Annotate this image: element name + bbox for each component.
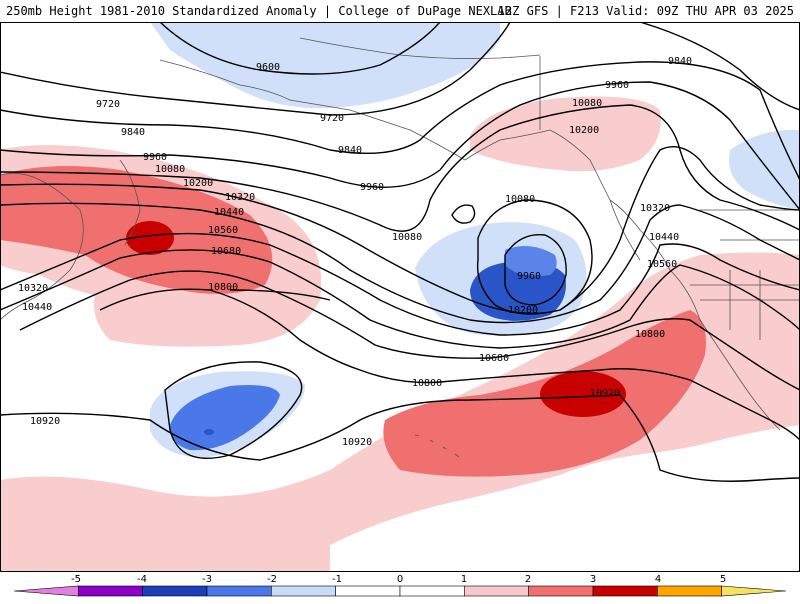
contour-label: 10200 (183, 178, 213, 189)
contour-label: 10800 (208, 282, 238, 293)
positive-anomaly-southeast-max (540, 371, 626, 417)
asia-coast (0, 172, 84, 321)
contour-label: 10080 (572, 98, 602, 109)
colorbar-swatches (13, 585, 787, 597)
anomaly-map: 9600 9720 9720 9840 9840 9840 9960 9960 … (0, 22, 800, 572)
contour-label: 9840 (338, 145, 362, 156)
contour-label: 10080 (155, 164, 185, 175)
contour-small-loop (451, 204, 476, 224)
contour-label: 10320 (225, 192, 255, 203)
colorbar-swatch (399, 585, 465, 597)
contour-label: 9720 (320, 113, 344, 124)
contour-labels: 9600 9720 9720 9840 9840 9840 9960 9960 … (18, 56, 692, 448)
contour-label: 10440 (22, 302, 52, 313)
contour-10080 (0, 104, 800, 232)
negative-anomaly-southwest-dot (204, 429, 214, 435)
colorbar-swatch (335, 585, 401, 597)
colorbar-tick-label: 4 (655, 574, 661, 585)
contour-label: 10560 (647, 259, 677, 270)
colorbar-tick-label: 3 (590, 574, 596, 585)
contour-label: 10560 (208, 225, 238, 236)
hawaii-islands (414, 434, 460, 458)
colorbar-swatch (13, 585, 79, 597)
contour-9960-loop (504, 233, 567, 306)
contour-label: 10440 (214, 207, 244, 218)
colorbar-tick-label: 5 (720, 574, 726, 585)
contour-label: 9600 (256, 62, 280, 73)
contour-label: 10800 (635, 329, 665, 340)
colorbar-tick-label: 1 (461, 574, 467, 585)
contour-label: 10680 (479, 353, 509, 364)
colorbar-tick-label: -5 (71, 574, 81, 585)
contour-9600 (159, 22, 441, 75)
model-run-info: 12Z GFS | F213 Valid: 09Z THU APR 03 202… (497, 4, 794, 18)
colorbar-swatch (206, 585, 272, 597)
colorbar-swatch (142, 585, 208, 597)
colorbar-tick-label: -4 (137, 574, 147, 585)
colorbar-tick-label: -1 (332, 574, 342, 585)
contour-9720-west (0, 22, 511, 116)
contour-10440 (0, 232, 800, 336)
contour-label: 9840 (668, 56, 692, 67)
contour-10560 (0, 249, 800, 349)
contour-label: 10800 (412, 378, 442, 389)
contour-9840 (0, 61, 800, 181)
colorbar-tick-label: -2 (267, 574, 277, 585)
contour-label: 10320 (18, 283, 48, 294)
canada-coast (609, 199, 781, 431)
colorbar-swatch (592, 585, 658, 597)
colorbar-swatch (271, 585, 336, 597)
contour-label: 9960 (605, 80, 629, 91)
colorbar-swatch (657, 585, 722, 597)
anomaly-colorbar: -5 -4 -3 -2 -1 0 1 2 3 4 5 (0, 572, 800, 600)
colorbar-swatch (721, 585, 787, 597)
contour-10800 (99, 288, 800, 441)
alaska-north-coast (299, 37, 541, 59)
negative-anomaly-north (150, 22, 500, 109)
map-header: 250mb Height 1981-2010 Standardized Anom… (0, 0, 800, 22)
contour-10680 (19, 270, 800, 391)
contour-label: 9840 (121, 127, 145, 138)
contour-label: 10200 (508, 305, 538, 316)
positive-anomaly-alaska (470, 96, 661, 172)
colorbar-swatch (78, 585, 143, 597)
map-title: 250mb Height 1981-2010 Standardized Anom… (6, 4, 512, 18)
negative-anomaly-low-core (470, 261, 566, 321)
negative-anomaly-southwest-core (170, 385, 280, 451)
kamchatka-coast (119, 159, 141, 246)
alaska-coast (159, 59, 641, 261)
colorbar-swatch (528, 585, 594, 597)
colorbar-swatch (464, 585, 529, 597)
colorbar-tick-labels: -5 -4 -3 -2 -1 0 1 2 3 4 5 (71, 574, 726, 585)
contour-9960 (0, 81, 800, 211)
contour-southwest-loop (164, 361, 303, 459)
contour-9720-east (639, 22, 800, 111)
contour-label: 10080 (392, 232, 422, 243)
colorbar-tick-label: 0 (397, 574, 403, 585)
contour-10200 (0, 146, 800, 314)
contour-label: 10680 (211, 246, 241, 257)
colorbar-tick-label: -3 (202, 574, 212, 585)
contour-10080-loop (476, 199, 593, 315)
negative-anomaly-east (729, 129, 800, 210)
contour-label: 10320 (640, 203, 670, 214)
contour-10800-loop (229, 289, 331, 301)
contour-label: 9960 (360, 182, 384, 193)
contour-label: 9960 (517, 271, 541, 282)
negative-anomaly-low-mid (505, 246, 557, 277)
contour-label: 9960 (143, 152, 167, 163)
contour-label: 10920 (590, 388, 620, 399)
contour-label: 9720 (96, 99, 120, 110)
colorbar-tick-label: 2 (525, 574, 531, 585)
contour-label: 10200 (569, 125, 599, 136)
contour-label: 10440 (649, 232, 679, 243)
contour-label: 10920 (342, 437, 372, 448)
positive-anomaly-west-max (126, 221, 174, 255)
height-contours (0, 22, 800, 482)
contour-10320 (0, 202, 800, 324)
contour-label: 10920 (30, 416, 60, 427)
contour-10920 (0, 394, 800, 482)
contour-label: 10080 (505, 194, 535, 205)
